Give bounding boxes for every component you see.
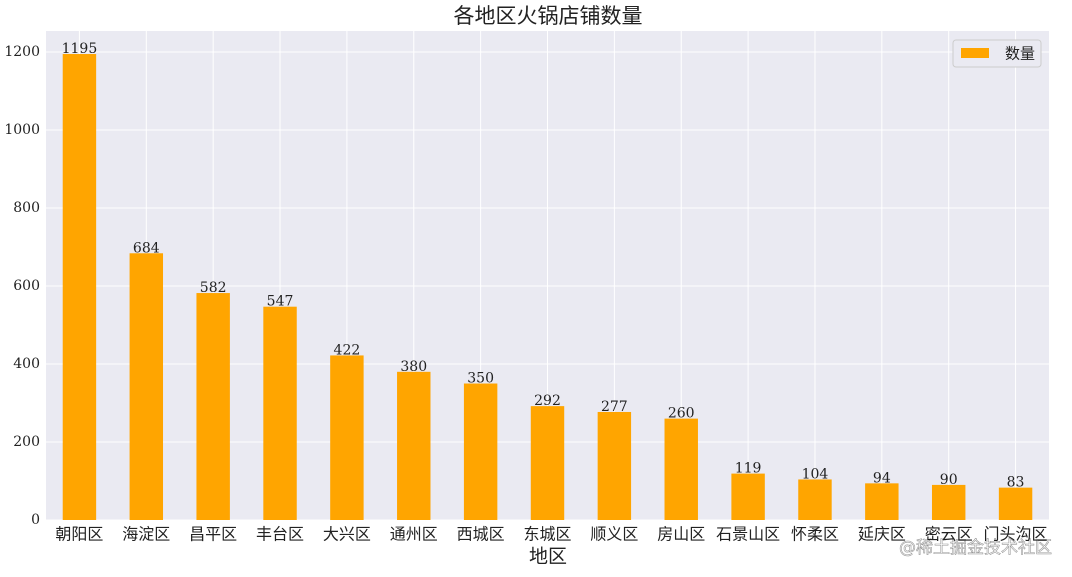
- bar: [397, 371, 431, 520]
- x-tick-label: 门头沟区: [984, 525, 1048, 544]
- bar: [998, 487, 1033, 520]
- y-tick-label: 400: [13, 356, 40, 372]
- legend-label: 数量: [1005, 45, 1035, 63]
- value-label: 684: [133, 240, 160, 256]
- bar: [530, 406, 565, 520]
- bar: [62, 54, 97, 521]
- bar: [263, 306, 297, 520]
- y-tick-label: 1200: [4, 44, 40, 60]
- value-label: 292: [534, 393, 561, 409]
- value-label: 350: [467, 371, 494, 387]
- bar: [463, 383, 498, 520]
- chart-title: 各地区火锅店铺数量: [454, 4, 643, 28]
- x-tick-label: 房山区: [657, 525, 705, 544]
- x-tick-label: 东城区: [523, 525, 571, 544]
- legend-box: [952, 39, 1042, 68]
- x-tick-label: 朝阳区: [55, 525, 103, 544]
- value-label: 547: [267, 294, 294, 310]
- bar: [330, 355, 364, 520]
- x-tick-label: 延庆区: [858, 525, 906, 544]
- bar: [129, 253, 164, 521]
- bar: [597, 411, 632, 520]
- bar: [664, 418, 698, 520]
- value-label: 83: [1007, 475, 1025, 491]
- x-tick-label: 西城区: [457, 525, 505, 544]
- bar: [798, 479, 832, 520]
- y-tick-label: 1000: [4, 122, 40, 138]
- x-tick-label: 怀柔区: [791, 525, 839, 544]
- bar: [731, 473, 765, 520]
- legend: 数量: [952, 39, 1042, 68]
- legend-swatch: [961, 48, 989, 58]
- value-label: 277: [601, 399, 628, 415]
- marks: 1195 684 582 547 422 380 350 292 277 260 119 104 94 9…: [62, 41, 1033, 521]
- value-label: 1195: [62, 41, 98, 57]
- value-label: 94: [873, 470, 891, 486]
- bar: [196, 293, 230, 520]
- y-tick-label: 200: [13, 434, 40, 450]
- value-label: 422: [334, 342, 361, 358]
- y-tick-label: 600: [13, 278, 40, 294]
- value-label: 119: [735, 461, 762, 477]
- x-tick-label: 昌平区: [189, 525, 237, 544]
- bar: [865, 483, 899, 520]
- bar: [931, 484, 966, 520]
- x-tick-label: 石景山区: [716, 525, 780, 544]
- value-label: 582: [200, 280, 227, 296]
- value-label: 104: [802, 466, 829, 482]
- x-tick-label: 密云区: [925, 525, 973, 544]
- x-tick-label: 海淀区: [122, 525, 170, 544]
- value-label: 260: [668, 406, 695, 422]
- value-label: 90: [940, 472, 958, 488]
- y-tick-label: 800: [13, 200, 40, 216]
- y-tick-label: 0: [31, 512, 40, 528]
- value-label: 380: [400, 359, 427, 375]
- x-tick-label: 丰台区: [256, 525, 304, 544]
- x-axis-label: 地区: [529, 546, 567, 568]
- watermark: @稀土掘金技术社区: [899, 538, 1052, 558]
- x-tick-label: 通州区: [390, 525, 438, 544]
- x-tick-label: 大兴区: [323, 525, 371, 544]
- x-tick-label: 顺义区: [590, 525, 638, 544]
